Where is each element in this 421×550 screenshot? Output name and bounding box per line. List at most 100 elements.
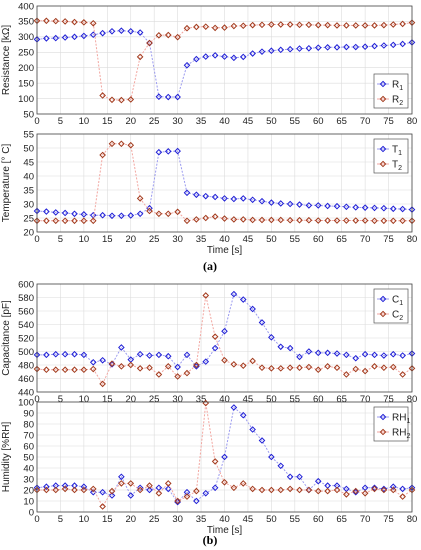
data-point: [155, 93, 163, 101]
data-point: [399, 40, 406, 48]
y-tick-label: 0: [29, 507, 34, 518]
data-point: [249, 305, 256, 313]
legend-marker: [379, 80, 387, 88]
data-point: [155, 351, 163, 359]
data-point: [99, 211, 106, 219]
x-tick-label: 70: [360, 394, 371, 405]
data-point: [118, 140, 125, 148]
data-point: [371, 22, 378, 29]
x-tick-label: 55: [290, 514, 301, 525]
data-point: [183, 24, 191, 32]
data-point: [277, 486, 285, 494]
x-tick-label: 70: [360, 116, 371, 127]
data-point: [43, 35, 50, 42]
x-tick-label: 70: [360, 514, 371, 525]
data-point: [164, 210, 172, 218]
data-point: [108, 487, 116, 495]
data-point: [296, 364, 303, 372]
x-tick-label: 75: [383, 234, 394, 245]
data-point: [146, 364, 153, 372]
x-tick-label: 30: [172, 234, 183, 245]
data-point: [174, 373, 181, 380]
data-point: [71, 210, 78, 218]
y-axis-label: Humidity [%RH]: [1, 422, 12, 493]
data-point: [314, 21, 322, 29]
data-point: [99, 151, 106, 159]
x-tick-label: 65: [336, 234, 347, 245]
x-tick-label: 60: [313, 116, 324, 127]
legend-marker: [379, 95, 387, 103]
x-tick-label: 30: [172, 514, 183, 525]
data-point: [324, 44, 331, 51]
data-point: [89, 19, 97, 27]
y-tick-label: 200: [18, 63, 34, 74]
y-tick-label: 80: [23, 419, 34, 430]
data-point: [183, 488, 191, 496]
data-point: [99, 503, 106, 510]
y-tick-label: 400: [18, 1, 34, 12]
data-point: [89, 488, 97, 496]
data-point: [61, 217, 69, 225]
data-point: [136, 53, 144, 61]
data-point: [202, 53, 210, 60]
x-tick-label: 0: [34, 116, 39, 127]
data-point: [202, 358, 210, 365]
y-tick-label: 580: [18, 293, 34, 304]
data-point: [314, 217, 322, 224]
legend-label: T1: [392, 145, 402, 158]
data-point: [314, 349, 322, 357]
x-tick-label: 50: [266, 116, 277, 127]
data-point: [286, 200, 294, 208]
data-point: [80, 366, 88, 374]
data-point: [239, 362, 247, 369]
data-point: [380, 352, 388, 359]
capacitance-chart: 0 5 10 15 20 25 30 35 40 45 50 55 60 65 70 75 80 440 460 48…: [1, 279, 417, 405]
data-point: [343, 351, 350, 359]
data-point: [118, 363, 125, 370]
x-tick-label: 40: [219, 514, 230, 525]
legend-label: R2: [392, 95, 403, 108]
data-point: [239, 296, 247, 303]
data-point: [389, 350, 397, 358]
y-tick-label: 20: [23, 485, 34, 496]
legend-label: T2: [392, 160, 402, 173]
y-axis-label: Capacitance [pF]: [1, 300, 12, 376]
data-point: [324, 217, 331, 224]
data-point: [146, 352, 153, 359]
data-point: [221, 453, 228, 461]
y-tick-label: 50: [23, 143, 34, 154]
data-point: [174, 147, 181, 155]
data-point: [268, 365, 275, 372]
data-point: [118, 96, 125, 104]
y-tick-label: 10: [23, 496, 34, 507]
data-point: [164, 93, 172, 101]
data-point: [202, 192, 210, 200]
x-tick-label: 10: [79, 394, 90, 405]
data-point: [155, 210, 163, 218]
data-point: [52, 350, 60, 358]
x-tick-label: 15: [102, 116, 113, 127]
data-point: [174, 208, 181, 216]
data-point: [239, 480, 247, 487]
data-point: [230, 216, 238, 223]
data-point: [371, 217, 378, 225]
data-point: [61, 350, 69, 358]
data-point: [268, 216, 275, 224]
data-point: [324, 487, 331, 495]
data-point: [324, 349, 331, 357]
y-tick-label: 20: [23, 227, 34, 238]
data-point: [399, 371, 406, 378]
data-point: [258, 197, 266, 205]
data-point: [221, 327, 228, 335]
data-point: [164, 352, 172, 360]
data-point: [352, 365, 360, 373]
data-point: [361, 204, 369, 211]
legend-box: [373, 406, 409, 442]
data-point: [314, 202, 322, 209]
data-point: [389, 363, 397, 371]
x-tick-label: 80: [407, 394, 418, 405]
data-point: [221, 215, 228, 222]
x-tick-label: 10: [79, 116, 90, 127]
data-point: [371, 204, 378, 212]
legend-box: [373, 288, 409, 324]
